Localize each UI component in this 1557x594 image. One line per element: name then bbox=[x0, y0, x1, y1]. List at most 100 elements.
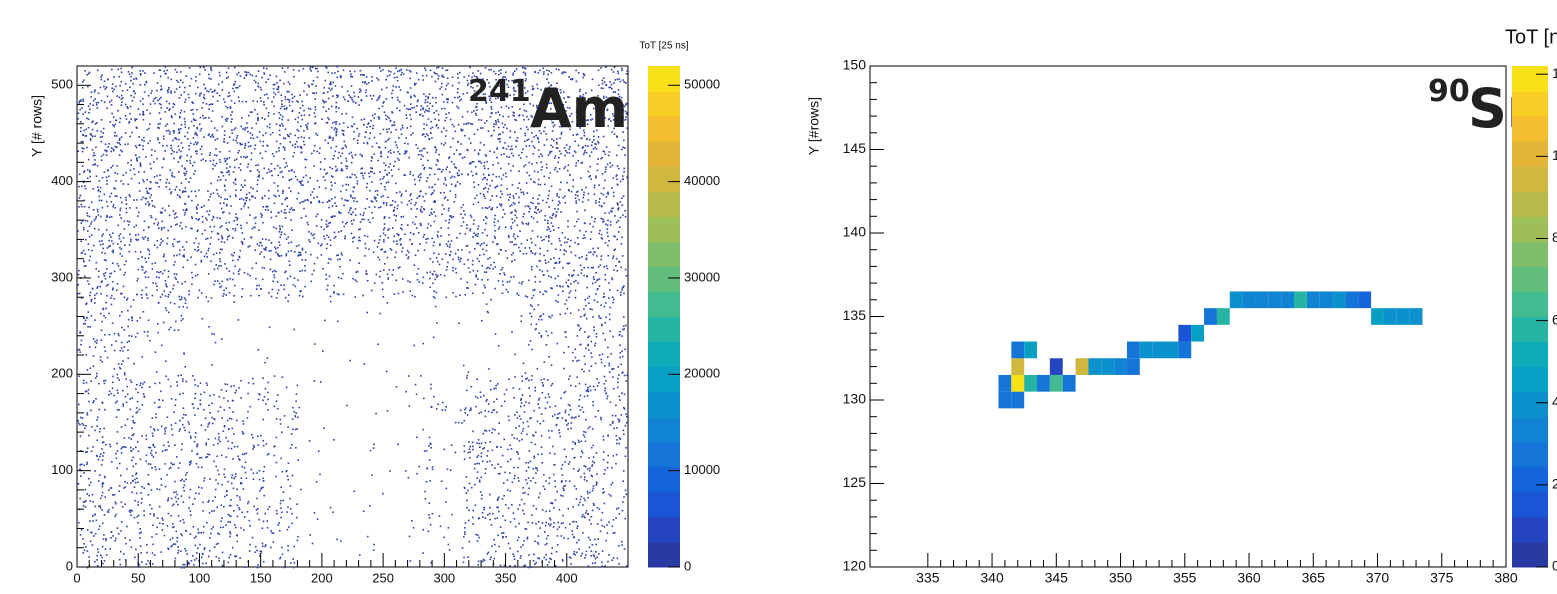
hit-point bbox=[104, 409, 106, 411]
hit-point bbox=[498, 546, 500, 548]
hit-point bbox=[494, 215, 496, 217]
hit-point bbox=[478, 261, 480, 263]
hit-point bbox=[82, 151, 84, 153]
hit-point bbox=[340, 170, 342, 172]
hit-point bbox=[509, 472, 511, 474]
hit-point bbox=[206, 219, 208, 221]
hit-point bbox=[124, 244, 126, 246]
hit-point bbox=[261, 214, 263, 216]
hit-point bbox=[432, 186, 434, 188]
hit-point bbox=[498, 422, 500, 424]
hit-point bbox=[607, 228, 609, 230]
hit-point bbox=[621, 414, 623, 416]
hit-point bbox=[545, 525, 547, 527]
hit-point bbox=[401, 251, 403, 253]
hit-point bbox=[164, 210, 166, 212]
hit-point bbox=[517, 451, 519, 453]
hit-point bbox=[195, 545, 197, 547]
hit-point bbox=[267, 399, 269, 401]
hit-point bbox=[373, 549, 375, 551]
hit-point bbox=[357, 247, 359, 249]
hit-point bbox=[611, 187, 613, 189]
hit-point bbox=[369, 222, 371, 224]
hit-point bbox=[533, 145, 535, 147]
hit-point bbox=[386, 174, 388, 176]
hit-point bbox=[371, 212, 373, 214]
hit-point bbox=[216, 455, 218, 457]
hit-point bbox=[174, 273, 176, 275]
hit-point bbox=[431, 208, 433, 210]
hit-point bbox=[300, 489, 302, 491]
hit-point bbox=[265, 388, 267, 390]
hit-point bbox=[270, 259, 272, 261]
hit-point bbox=[207, 456, 209, 458]
hit-point bbox=[563, 197, 565, 199]
hit-point bbox=[235, 527, 237, 529]
hit-point bbox=[136, 472, 138, 474]
hit-point bbox=[566, 144, 568, 146]
hit-point bbox=[270, 547, 272, 549]
hit-point bbox=[574, 457, 576, 459]
hit-point bbox=[157, 240, 159, 242]
hit-point bbox=[584, 396, 586, 398]
hit-point bbox=[177, 241, 179, 243]
hit-point bbox=[623, 286, 625, 288]
hit-point bbox=[595, 416, 597, 418]
hit-point bbox=[301, 146, 303, 148]
hit-point bbox=[164, 150, 166, 152]
hit-point bbox=[506, 289, 508, 291]
hit-point bbox=[210, 183, 212, 185]
hit-point bbox=[225, 222, 227, 224]
hit-point bbox=[535, 206, 537, 208]
hit-point bbox=[446, 184, 448, 186]
hit-point bbox=[310, 254, 312, 256]
hit-point bbox=[136, 147, 138, 149]
hit-point bbox=[343, 226, 345, 228]
hit-point bbox=[519, 415, 521, 417]
hit-point bbox=[415, 202, 417, 204]
hit-point bbox=[447, 262, 449, 264]
hit-point bbox=[589, 370, 591, 372]
hit-point bbox=[511, 331, 513, 333]
hit-point bbox=[482, 265, 484, 267]
hit-point bbox=[152, 563, 154, 565]
hit-point bbox=[146, 287, 148, 289]
hit-point bbox=[550, 519, 552, 521]
hit-point bbox=[142, 404, 144, 406]
hit-point bbox=[590, 238, 592, 240]
hit-point bbox=[148, 277, 150, 279]
hit-point bbox=[458, 170, 460, 172]
hit-point bbox=[119, 210, 121, 212]
hit-point bbox=[466, 390, 468, 392]
hit-point bbox=[604, 390, 606, 392]
hit-point bbox=[565, 336, 567, 338]
hit-point bbox=[464, 214, 466, 216]
hit-point bbox=[437, 160, 439, 162]
hit-point bbox=[262, 377, 264, 379]
hit-point bbox=[425, 193, 427, 195]
hit-point bbox=[567, 238, 569, 240]
hit-point bbox=[268, 209, 270, 211]
hit-point bbox=[603, 202, 605, 204]
hit-point bbox=[578, 539, 580, 541]
hit-point bbox=[231, 477, 233, 479]
hit-point bbox=[309, 440, 311, 442]
hit-point bbox=[491, 524, 493, 526]
hit-point bbox=[147, 335, 149, 337]
hit-point bbox=[514, 478, 516, 480]
hit-point bbox=[578, 504, 580, 506]
hit-point bbox=[282, 376, 284, 378]
hit-point bbox=[135, 549, 137, 551]
hit-point bbox=[557, 535, 559, 537]
hit-point bbox=[215, 148, 217, 150]
hit-point bbox=[477, 564, 479, 566]
hit-point bbox=[333, 292, 335, 294]
hit-point bbox=[485, 517, 487, 519]
hit-point bbox=[589, 426, 591, 428]
hit-point bbox=[618, 220, 620, 222]
hit-point bbox=[281, 255, 283, 257]
hit-point bbox=[477, 236, 479, 238]
hit-point bbox=[141, 561, 143, 563]
hit-point bbox=[549, 151, 551, 153]
hit-point bbox=[424, 450, 426, 452]
